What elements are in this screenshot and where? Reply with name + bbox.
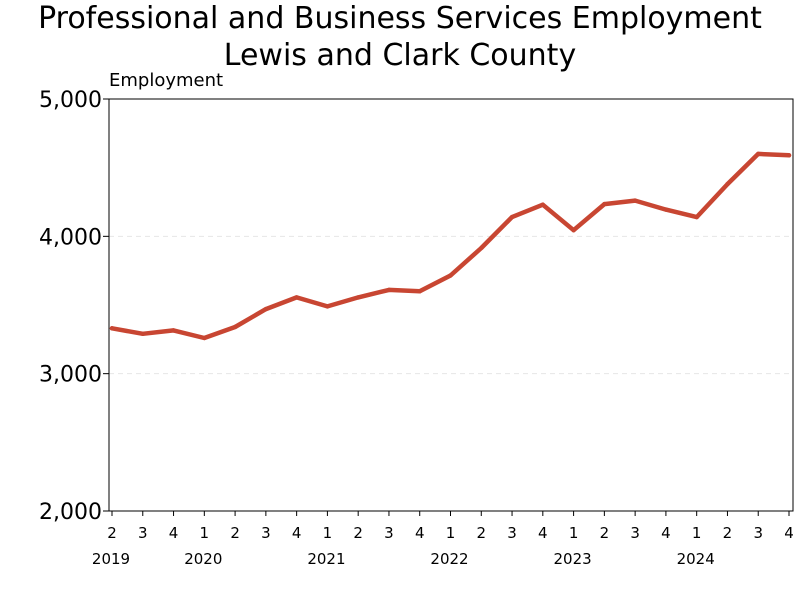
data-point	[417, 289, 422, 294]
data-point	[725, 181, 730, 187]
x-tick-label: 4	[415, 524, 425, 542]
x-axis: 2 3 4 1 2 3 4 1 2 3 4 1 2 3 4 1 2 3 4 1 2 3 4 2019 2020 2021 2022 2…	[92, 511, 794, 568]
x-tick-label: 2	[600, 524, 610, 542]
x-year-label: 2023	[553, 550, 591, 568]
x-tick-label: 2	[353, 524, 363, 542]
gridlines	[109, 235, 793, 375]
x-tick-label: 4	[538, 524, 548, 542]
data-point	[263, 306, 269, 312]
x-year-label: 2021	[307, 550, 345, 568]
chart-title-line-1: Professional and Business Services Emplo…	[38, 1, 762, 36]
y-tick-label: 5,000	[39, 88, 102, 113]
data-point	[540, 202, 546, 207]
series-line	[109, 151, 792, 341]
series-layer	[109, 151, 792, 341]
data-point	[386, 287, 392, 293]
x-tick-label: 2	[230, 524, 240, 542]
x-tick-label: 4	[784, 524, 794, 542]
x-tick-label: 1	[569, 524, 579, 542]
data-point	[786, 153, 792, 158]
x-year-label: 2022	[430, 550, 468, 568]
data-point	[479, 245, 484, 251]
x-tick-label: 1	[446, 524, 456, 542]
y-axis: 2,000 3,000 4,000 5,000	[39, 88, 109, 525]
data-point	[509, 214, 515, 220]
data-point	[355, 295, 361, 300]
data-point	[448, 273, 453, 278]
data-point	[632, 198, 638, 203]
y-tick-label: 2,000	[39, 500, 102, 525]
x-tick-label: 3	[261, 524, 271, 542]
x-tick-label: 3	[138, 524, 148, 542]
x-tick-label: 1	[692, 524, 702, 542]
y-axis-label: Employment	[109, 70, 223, 91]
x-tick-label: 3	[507, 524, 517, 542]
x-tick-label: 1	[200, 524, 210, 542]
x-tick-label: 4	[169, 524, 179, 542]
data-point	[694, 214, 699, 220]
x-tick-label: 2	[723, 524, 733, 542]
data-point	[171, 328, 176, 333]
data-point	[756, 151, 761, 157]
data-point	[294, 295, 299, 300]
data-point	[202, 335, 207, 341]
x-tick-label: 1	[323, 524, 333, 542]
data-point	[602, 201, 607, 207]
data-point	[663, 207, 669, 212]
x-tick-label: 2	[476, 524, 486, 542]
x-year-label: 2019	[92, 550, 130, 568]
data-point	[140, 331, 145, 337]
x-year-label: 2020	[184, 550, 222, 568]
x-tick-label: 3	[630, 524, 640, 542]
x-tick-label: 3	[384, 524, 394, 542]
x-tick-label: 4	[292, 524, 302, 542]
y-tick-label: 3,000	[39, 363, 102, 388]
x-year-label: 2024	[677, 550, 715, 568]
data-point	[571, 227, 576, 233]
x-tick-label: 3	[753, 524, 763, 542]
y-tick-label: 4,000	[39, 225, 102, 250]
x-tick-label: 2	[107, 524, 117, 542]
data-point	[109, 326, 115, 331]
x-tick-label: 4	[661, 524, 671, 542]
data-point	[232, 324, 238, 330]
plot-frame	[108, 98, 794, 512]
chart-title-line-2: Lewis and Clark County	[223, 38, 577, 73]
data-point	[325, 304, 330, 309]
